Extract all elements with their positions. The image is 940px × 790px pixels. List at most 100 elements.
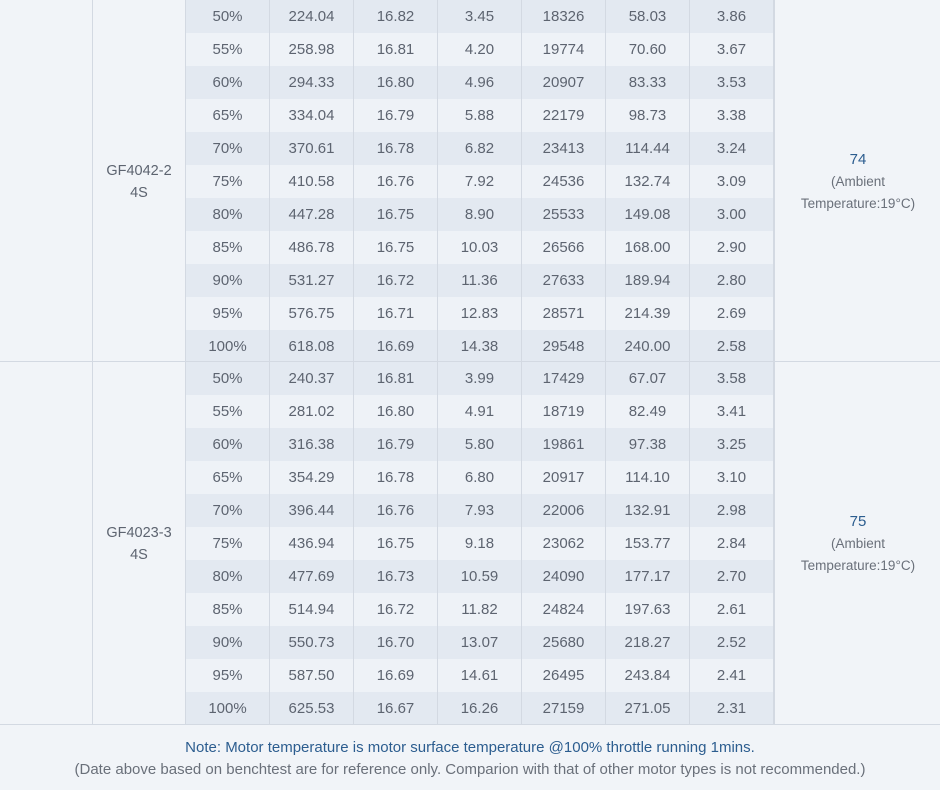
- table-cell: 197.63: [606, 593, 690, 626]
- table-cell: 354.29: [270, 461, 354, 494]
- table-cell: 18719: [522, 395, 606, 428]
- table-cell: 3.10: [690, 461, 774, 494]
- table-row: 60% 316.38 16.79 5.80 19861 97.38 3.25: [185, 428, 774, 461]
- table-cell: 16.75: [354, 527, 438, 560]
- table-cell: 2.31: [690, 692, 774, 725]
- table-cell: 95%: [185, 297, 270, 330]
- motor-cells: 4S: [130, 184, 148, 201]
- table-row: 100% 625.53 16.67 16.26 27159 271.05 2.31: [185, 692, 774, 725]
- table-cell: 20917: [522, 461, 606, 494]
- table-cell: 177.17: [606, 560, 690, 593]
- table-cell: 23413: [522, 132, 606, 165]
- table-cell: 2.98: [690, 494, 774, 527]
- table-cell: 14.61: [438, 659, 522, 692]
- table-cell: 16.80: [354, 395, 438, 428]
- table-cell: 114.10: [606, 461, 690, 494]
- table-cell: 18326: [522, 0, 606, 33]
- table-cell: 85%: [185, 231, 270, 264]
- table-cell: 410.58: [270, 165, 354, 198]
- temperature-cell: 75 (Ambient Temperature:19°C): [774, 362, 940, 725]
- table-cell: 58.03: [606, 0, 690, 33]
- table-cell: 224.04: [270, 0, 354, 33]
- table-cell: 28571: [522, 297, 606, 330]
- table-cell: 3.53: [690, 66, 774, 99]
- table-cell: 24090: [522, 560, 606, 593]
- table-cell: 6.82: [438, 132, 522, 165]
- temperature-note: Note: Motor temperature is motor surface…: [185, 739, 755, 756]
- table-cell: 271.05: [606, 692, 690, 725]
- table-cell: 2.84: [690, 527, 774, 560]
- table-cell: 100%: [185, 692, 270, 725]
- table-cell: 16.80: [354, 66, 438, 99]
- table-cell: 60%: [185, 428, 270, 461]
- motor-group-gf4023: GF4023-3 4S 50% 240.37 16.81 3.99 17429 67.07…: [0, 361, 940, 725]
- table-cell: 29548: [522, 330, 606, 363]
- table-cell: 477.69: [270, 560, 354, 593]
- table-cell: 22006: [522, 494, 606, 527]
- motor-model: GF4023-3: [106, 524, 172, 541]
- table-cell: 2.69: [690, 297, 774, 330]
- table-cell: 98.73: [606, 99, 690, 132]
- table-cell: 2.52: [690, 626, 774, 659]
- table-cell: 618.08: [270, 330, 354, 363]
- table-row: 85% 514.94 16.72 11.82 24824 197.63 2.61: [185, 593, 774, 626]
- table-cell: 11.82: [438, 593, 522, 626]
- table-row: 65% 334.04 16.79 5.88 22179 98.73 3.38: [185, 99, 774, 132]
- table-cell: 24536: [522, 165, 606, 198]
- table-cell: 19774: [522, 33, 606, 66]
- table-cell: 334.04: [270, 99, 354, 132]
- table-row: 70% 396.44 16.76 7.93 22006 132.91 2.98: [185, 494, 774, 527]
- table-cell: 3.38: [690, 99, 774, 132]
- table-cell: 60%: [185, 66, 270, 99]
- table-cell: 576.75: [270, 297, 354, 330]
- table-cell: 80%: [185, 198, 270, 231]
- group-rows: 50% 240.37 16.81 3.99 17429 67.07 3.58 55% 281.0…: [185, 362, 774, 725]
- table-cell: 5.88: [438, 99, 522, 132]
- table-cell: 3.58: [690, 362, 774, 395]
- table-cell: 2.70: [690, 560, 774, 593]
- table-cell: 16.75: [354, 198, 438, 231]
- table-cell: 55%: [185, 395, 270, 428]
- table-cell: 10.59: [438, 560, 522, 593]
- table-cell: 11.36: [438, 264, 522, 297]
- table-cell: 10.03: [438, 231, 522, 264]
- table-cell: 16.70: [354, 626, 438, 659]
- ambient-note-2: Temperature:19°C): [800, 195, 916, 211]
- table-cell: 16.69: [354, 659, 438, 692]
- table-row: 90% 531.27 16.72 11.36 27633 189.94 2.80: [185, 264, 774, 297]
- table-cell: 3.99: [438, 362, 522, 395]
- table-cell: 9.18: [438, 527, 522, 560]
- table-cell: 281.02: [270, 395, 354, 428]
- table-cell: 316.38: [270, 428, 354, 461]
- table-cell: 27159: [522, 692, 606, 725]
- table-cell: 16.75: [354, 231, 438, 264]
- table-cell: 2.41: [690, 659, 774, 692]
- table-row: 95% 576.75 16.71 12.83 28571 214.39 2.69: [185, 297, 774, 330]
- table-cell: 8.90: [438, 198, 522, 231]
- table-cell: 240.37: [270, 362, 354, 395]
- table-cell: 70%: [185, 132, 270, 165]
- group-left-border: [92, 362, 93, 725]
- table-cell: 370.61: [270, 132, 354, 165]
- table-row: 50% 240.37 16.81 3.99 17429 67.07 3.58: [185, 362, 774, 395]
- table-cell: 95%: [185, 659, 270, 692]
- table-cell: 100%: [185, 330, 270, 363]
- table-cell: 447.28: [270, 198, 354, 231]
- table-cell: 550.73: [270, 626, 354, 659]
- table-cell: 16.26: [438, 692, 522, 725]
- table-cell: 587.50: [270, 659, 354, 692]
- table-row: 100% 618.08 16.69 14.38 29548 240.00 2.58: [185, 330, 774, 363]
- table-cell: 3.09: [690, 165, 774, 198]
- table-cell: 25533: [522, 198, 606, 231]
- table-cell: 16.69: [354, 330, 438, 363]
- table-cell: 168.00: [606, 231, 690, 264]
- table-cell: 436.94: [270, 527, 354, 560]
- motor-name-cell: GF4042-2 4S: [93, 0, 185, 363]
- table-row: 55% 281.02 16.80 4.91 18719 82.49 3.41: [185, 395, 774, 428]
- temperature-cell: 74 (Ambient Temperature:19°C): [774, 0, 940, 363]
- table-row: 65% 354.29 16.78 6.80 20917 114.10 3.10: [185, 461, 774, 494]
- table-row: 50% 224.04 16.82 3.45 18326 58.03 3.86: [185, 0, 774, 33]
- table-cell: 75%: [185, 165, 270, 198]
- table-cell: 2.80: [690, 264, 774, 297]
